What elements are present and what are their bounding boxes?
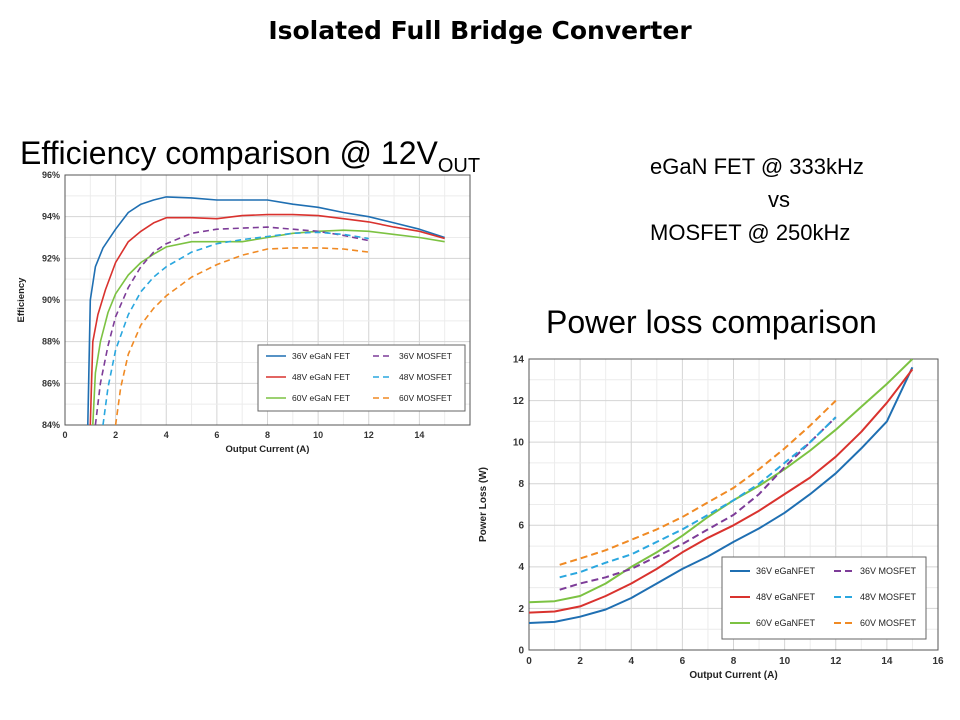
eff-y-tick-label: 92% <box>42 253 60 263</box>
loss-legend-label-60v-mosfet: 60V MOSFET <box>860 618 917 628</box>
loss-y-tick-label: 8 <box>518 479 524 490</box>
loss-y-tick-label: 12 <box>513 396 525 407</box>
eff-legend-label-36v-mosfet: 36V MOSFET <box>399 351 452 361</box>
loss-y-tick-label: 6 <box>518 521 524 532</box>
efficiency-chart: 0 2 4 6 8 10 12 14 84% 86% 88% 90% 92% 94% 96% Output C… <box>16 170 471 455</box>
eff-x-tick-label: 10 <box>313 430 323 440</box>
loss-x-tick-label: 10 <box>779 656 791 667</box>
eff-series-36v-mosfet <box>94 226 369 425</box>
loss-x-tick-label: 2 <box>577 656 583 667</box>
loss-x-tick-label: 6 <box>680 656 686 667</box>
loss-series-48v-eganfet <box>529 368 914 614</box>
loss-plot-frame <box>528 358 939 651</box>
comparison-line-2: vs <box>768 187 790 212</box>
loss-x-tick-label: 16 <box>932 656 944 667</box>
eff-y-tick-label: 90% <box>42 295 60 305</box>
eff-legend <box>257 344 466 412</box>
loss-legend-label-36v-mosfet: 36V MOSFET <box>860 566 917 576</box>
eff-x-tick-label: 0 <box>62 430 67 440</box>
efficiency-heading: Efficiency comparison @ 12VOUT <box>20 135 480 178</box>
power-loss-chart: 0 2 4 6 8 10 12 14 16 0 2 4 6 8 10 12 14 Output Current (… <box>478 354 944 681</box>
loss-y-tick-label: 14 <box>513 354 525 365</box>
loss-legend <box>721 556 927 640</box>
loss-legend-label-36v-eganfet: 36V eGaNFET <box>756 566 816 576</box>
power-loss-heading: Power loss comparison <box>546 304 877 340</box>
loss-x-tick-label: 14 <box>881 656 893 667</box>
loss-legend-label-60v-eganfet: 60V eGaNFET <box>756 618 816 628</box>
eff-series-48v-egan-fet <box>89 213 445 425</box>
loss-x-axis-label: Output Current (A) <box>689 670 777 681</box>
loss-y-tick-label: 4 <box>518 562 524 573</box>
eff-y-tick-label: 84% <box>42 420 60 430</box>
loss-x-tick-label: 8 <box>731 656 737 667</box>
eff-x-tick-label: 4 <box>164 430 169 440</box>
eff-x-tick-label: 12 <box>364 430 374 440</box>
eff-y-tick-label: 94% <box>42 212 60 222</box>
comparison-line-3: MOSFET @ 250kHz <box>650 220 851 245</box>
eff-series-36v-egan-fet <box>87 196 445 425</box>
loss-y-tick-label: 0 <box>518 645 524 656</box>
eff-x-axis-label: Output Current (A) <box>226 444 310 455</box>
comparison-note: eGaN FET @ 333kHz vs MOSFET @ 250kHz <box>630 150 920 249</box>
loss-legend-label-48v-eganfet: 48V eGaNFET <box>756 592 816 602</box>
comparison-line-1: eGaN FET @ 333kHz <box>650 154 864 179</box>
loss-y-axis-label: Power Loss (W) <box>478 467 489 542</box>
efficiency-heading-sub: OUT <box>437 155 481 177</box>
loss-series-60v-mosfet <box>559 399 837 566</box>
loss-legend-label-48v-mosfet: 48V MOSFET <box>860 592 917 602</box>
loss-series-48v-mosfet <box>559 416 837 579</box>
eff-legend-label-60v-mosfet: 60V MOSFET <box>399 393 452 403</box>
loss-x-tick-label: 4 <box>628 656 634 667</box>
eff-y-tick-label: 96% <box>42 170 60 180</box>
eff-y-tick-label: 86% <box>42 378 60 388</box>
eff-x-tick-label: 8 <box>265 430 270 440</box>
eff-legend-label-36v-egan-fet: 36V eGaN FET <box>292 351 350 361</box>
eff-series-48v-mosfet <box>102 231 369 425</box>
eff-plot-frame <box>64 174 471 426</box>
eff-series-60v-mosfet <box>114 247 369 425</box>
eff-series-60v-egan-fet <box>92 229 445 425</box>
eff-x-tick-label: 14 <box>414 430 424 440</box>
loss-series-60v-eganfet <box>529 359 914 604</box>
loss-y-tick-label: 2 <box>518 604 524 615</box>
eff-legend-label-60v-egan-fet: 60V eGaN FET <box>292 393 350 403</box>
loss-y-tick-label: 10 <box>513 437 525 448</box>
slide-title: Isolated Full Bridge Converter <box>268 16 692 45</box>
loss-series-36v-mosfet <box>559 416 837 591</box>
eff-y-axis-label: Efficiency <box>16 277 27 323</box>
eff-legend-label-48v-egan-fet: 48V eGaN FET <box>292 372 350 382</box>
eff-y-tick-label: 88% <box>42 337 60 347</box>
loss-x-tick-label: 0 <box>526 656 532 667</box>
efficiency-heading-text: Efficiency comparison @ 12V <box>20 135 438 171</box>
loss-series-36v-eganfet <box>529 366 914 624</box>
eff-x-tick-label: 6 <box>214 430 219 440</box>
eff-x-tick-label: 2 <box>113 430 118 440</box>
eff-legend-label-48v-mosfet: 48V MOSFET <box>399 372 452 382</box>
loss-x-tick-label: 12 <box>830 656 842 667</box>
